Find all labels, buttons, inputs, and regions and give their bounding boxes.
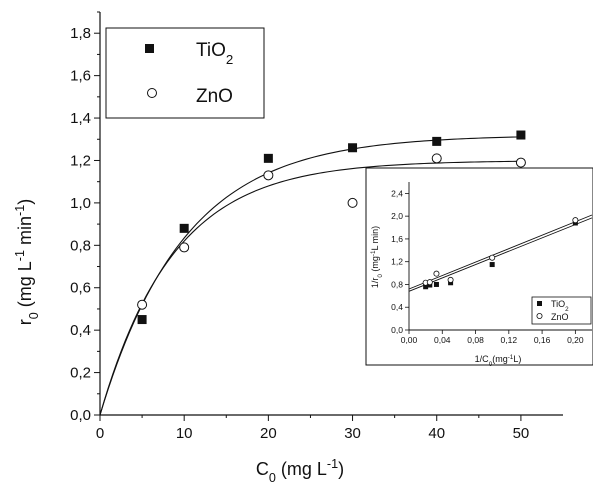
main-x-tick-label: 30 [344, 425, 361, 442]
inset-fit-line-1 [408, 217, 593, 292]
main-x-tick-label: 0 [96, 425, 104, 442]
inset-y-tick-label: 1,2 [391, 257, 403, 267]
main-point-tio2 [263, 153, 273, 163]
main-x-tick-label: 10 [176, 425, 193, 442]
main-legend-box [105, 27, 265, 119]
main-y-tick-label: 0,2 [70, 365, 91, 382]
main-point-tio2 [137, 315, 147, 325]
inset-legend-tio2-marker [537, 301, 542, 306]
inset-point-tio2 [489, 262, 495, 268]
legend-zno-marker [147, 88, 157, 98]
inset-axes: 0,00 0,04 0,08 0,12 0,16 0,20 0,0 0,4 0,8 1,2 1,6 2… [391, 182, 592, 345]
main-point-zno [137, 299, 148, 310]
inset-y-tick-label: 0,0 [391, 325, 403, 335]
inset-point-zno [433, 270, 440, 277]
inset-frame [365, 167, 593, 366]
main-point-zno [263, 170, 274, 181]
main-y-tick-label: 0,0 [70, 407, 91, 424]
main-x-tick-label: 40 [428, 425, 445, 442]
inset-x-tick-label: 0,12 [501, 335, 518, 345]
inset-y-tick-label: 1,6 [391, 234, 403, 244]
inset-point-zno [426, 279, 433, 286]
main-x-axis-label: C0 (mg L-1) [256, 457, 344, 483]
main-legend: TiO2 ZnO [105, 27, 265, 119]
inset-point-zno [572, 217, 579, 224]
inset-legend: TiO2 ZnO [531, 296, 592, 325]
main-point-tio2 [348, 143, 358, 153]
main-point-tio2 [432, 136, 442, 146]
main-fit-curve-1 [99, 136, 521, 416]
inset-point-tio2 [423, 284, 429, 290]
inset-fit-line-2 [408, 214, 593, 290]
inset-point-tio2 [433, 281, 439, 287]
inset-chart: 0,00 0,04 0,08 0,12 0,16 0,20 0,0 0,4 0,8 1,2 1,6 2… [365, 167, 593, 368]
inset-data-points [422, 217, 579, 290]
inset-x-tick-label: 0,20 [567, 335, 584, 345]
inset-x-tick-label: 0,04 [434, 335, 451, 345]
main-y-tick-label: 1,8 [70, 25, 91, 42]
main-point-tio2 [179, 223, 189, 233]
inset-x-tick-label: 0,00 [401, 335, 418, 345]
main-y-tick-label: 1,2 [70, 152, 91, 169]
legend-tio2-label: TiO2 [196, 40, 233, 67]
inset-legend-zno-marker [536, 312, 543, 319]
inset-y-tick-label: 2,0 [391, 211, 403, 221]
legend-tio2-marker [145, 44, 154, 53]
main-point-zno [515, 157, 526, 168]
main-x-tick-label: 20 [260, 425, 277, 442]
inset-x-tick-label: 0,16 [534, 335, 551, 345]
inset-y-tick-label: 0,4 [391, 302, 403, 312]
inset-y-axis-label: 1/r0 (mg-1L min) [370, 226, 384, 288]
inset-x-axis-label: 1/C0(mg-1L) [475, 354, 522, 368]
inset-y-tick-label: 2,4 [391, 188, 403, 198]
main-fit-curves [99, 136, 521, 416]
main-point-zno [431, 153, 442, 164]
main-y-axis-label: r0 (mg L-1 min-1) [13, 199, 41, 325]
main-y-tick-label: 1,4 [70, 110, 91, 127]
inset-y-tick-label: 0,8 [391, 279, 403, 289]
main-point-tio2 [516, 130, 526, 140]
main-fit-curve-2 [99, 160, 521, 416]
inset-legend-zno-label: ZnO [551, 312, 569, 322]
inset-fit-lines [408, 214, 593, 292]
main-point-zno [347, 197, 358, 208]
main-axes: 0 10 20 30 40 50 0,0 0,2 0,4 0,6 0,8 1,0 1,2 1,4 1,6 1,… [70, 11, 563, 442]
main-y-tick-label: 0,6 [70, 280, 91, 297]
inset-point-zno [489, 254, 496, 261]
main-y-tick-label: 1,6 [70, 68, 91, 85]
main-point-zno [179, 242, 190, 253]
main-y-tick-label: 0,8 [70, 237, 91, 254]
main-y-tick-label: 0,4 [70, 322, 91, 339]
main-x-tick-label: 50 [513, 425, 530, 442]
inset-x-tick-label: 0,08 [467, 335, 484, 345]
main-y-tick-label: 1,0 [70, 195, 91, 212]
legend-zno-label: ZnO [196, 86, 233, 107]
inset-legend-tio2-label: TiO2 [551, 299, 569, 313]
main-data-points [137, 130, 526, 325]
inset-point-zno [447, 276, 454, 283]
